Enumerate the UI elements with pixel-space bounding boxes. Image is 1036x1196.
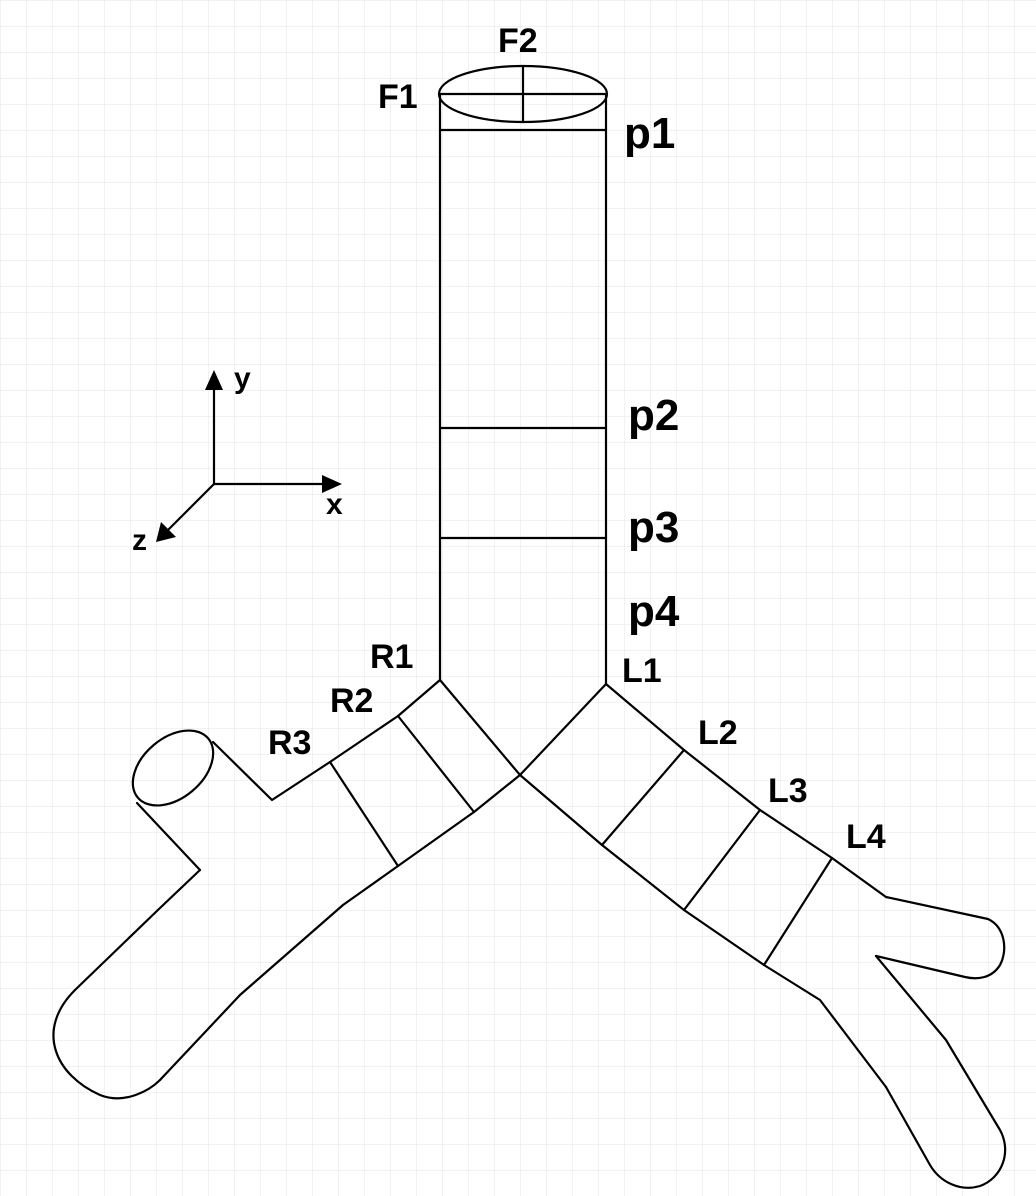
axis-label-x: x xyxy=(326,488,343,521)
label-p1: p1 xyxy=(624,109,675,158)
right-upper-stub-cap xyxy=(131,729,215,807)
plane-r3-line xyxy=(328,760,400,868)
z-axis-line xyxy=(162,482,216,536)
right-lower-lobe-lower-wall xyxy=(158,773,522,1082)
right-stub-lower-wall xyxy=(135,801,202,872)
y-axis-arrowhead xyxy=(205,370,223,390)
coordinate-axes xyxy=(162,380,332,536)
plane-l4-line xyxy=(762,856,834,967)
right-lower-lobe-end xyxy=(52,988,162,1100)
plane-l2-line xyxy=(600,748,686,847)
label-r3: R3 xyxy=(268,724,311,762)
label-f1: F1 xyxy=(378,78,418,116)
label-l3: L3 xyxy=(768,772,808,810)
axis-label-y: y xyxy=(234,362,251,395)
left-lower-branch xyxy=(874,954,1007,1189)
label-p2: p2 xyxy=(628,391,679,440)
axis-label-z: z xyxy=(132,524,147,557)
label-f2: F2 xyxy=(498,22,538,60)
left-upper-branch xyxy=(874,895,1006,980)
left-bronchus xyxy=(518,682,1007,1189)
left-inner-wall xyxy=(518,682,608,777)
plane-l3-line xyxy=(682,808,762,912)
x-axis-arrowhead xyxy=(322,475,342,493)
trachea xyxy=(437,64,609,686)
right-bronchus xyxy=(52,678,522,1100)
z-axis-arrowhead xyxy=(156,522,176,542)
label-r1: R1 xyxy=(370,638,413,676)
label-l4: L4 xyxy=(846,818,886,856)
label-p3: p3 xyxy=(628,503,679,552)
plane-r2-line xyxy=(396,714,476,814)
label-l1: L1 xyxy=(622,652,662,690)
left-bronchus-lower-wall xyxy=(518,773,888,1089)
label-r2: R2 xyxy=(330,682,373,720)
label-l2: L2 xyxy=(698,714,738,752)
label-p4: p4 xyxy=(628,587,680,636)
right-inner-wall xyxy=(438,678,522,777)
right-lower-lobe-upper-wall xyxy=(73,868,202,992)
